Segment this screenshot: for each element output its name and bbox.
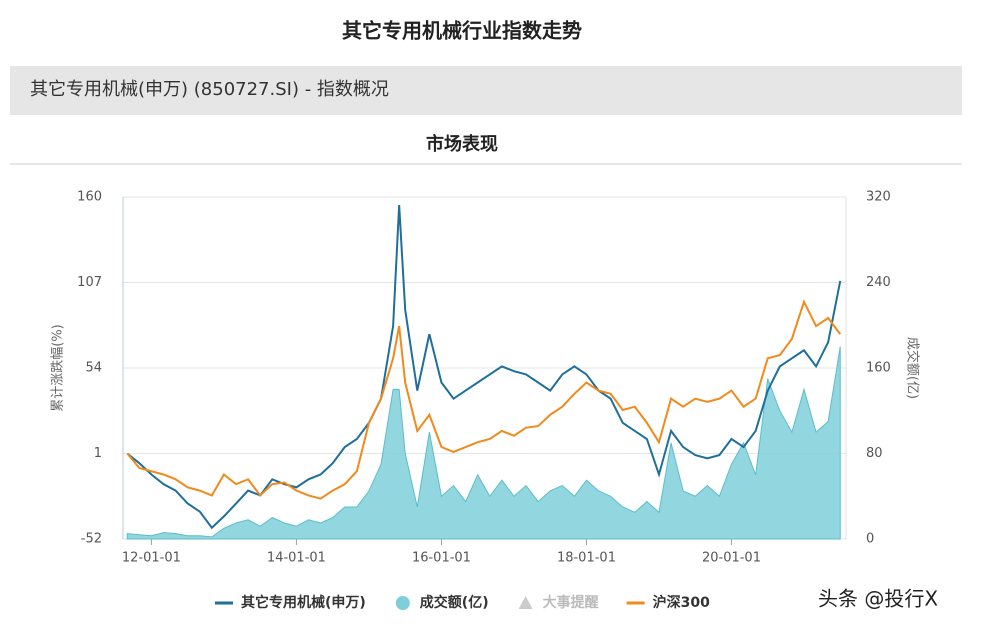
y2-tick-label: 160: [866, 361, 891, 376]
watermark: 头条 @投行X: [818, 587, 938, 611]
y2-tick-label: 240: [866, 275, 891, 290]
y-tick-label: 160: [77, 190, 102, 205]
y2-tick-label: 80: [866, 446, 883, 461]
legend-marker: [395, 596, 410, 610]
x-tick-label: 16-01-01: [412, 551, 471, 566]
x-tick-label: 12-01-01: [122, 551, 181, 566]
y-tick-label: -52: [81, 532, 102, 547]
page-title: 其它专用机械行业指数走势: [342, 19, 582, 43]
section-header: 其它专用机械(申万) (850727.SI) - 指数概况: [30, 79, 389, 100]
legend-label[interactable]: 其它专用机械(申万): [241, 594, 366, 611]
legend-marker: [518, 596, 533, 609]
volume-area: [126, 346, 841, 540]
section-bar: [10, 66, 962, 115]
y2-tick-label: 0: [866, 532, 874, 547]
x-tick-label: 14-01-01: [267, 551, 326, 566]
chart-title: 市场表现: [426, 133, 498, 155]
series-line: [126, 299, 842, 500]
y2-axis-label: 成交额(亿): [905, 337, 921, 399]
legend-label[interactable]: 大事提醒: [543, 594, 599, 611]
y-tick-label: 107: [77, 275, 102, 290]
legend-label[interactable]: 沪深300: [653, 594, 710, 611]
y-tick-label: 1: [94, 446, 102, 461]
x-tick-label: 18-01-01: [557, 551, 616, 566]
legend-label[interactable]: 成交额(亿): [420, 594, 489, 611]
y-axis-label: 累计涨跌幅(%): [50, 324, 66, 412]
series-line: [126, 205, 842, 530]
y-tick-label: 54: [85, 361, 102, 376]
x-tick-label: 20-01-01: [702, 551, 761, 566]
y2-tick-label: 320: [866, 190, 891, 205]
